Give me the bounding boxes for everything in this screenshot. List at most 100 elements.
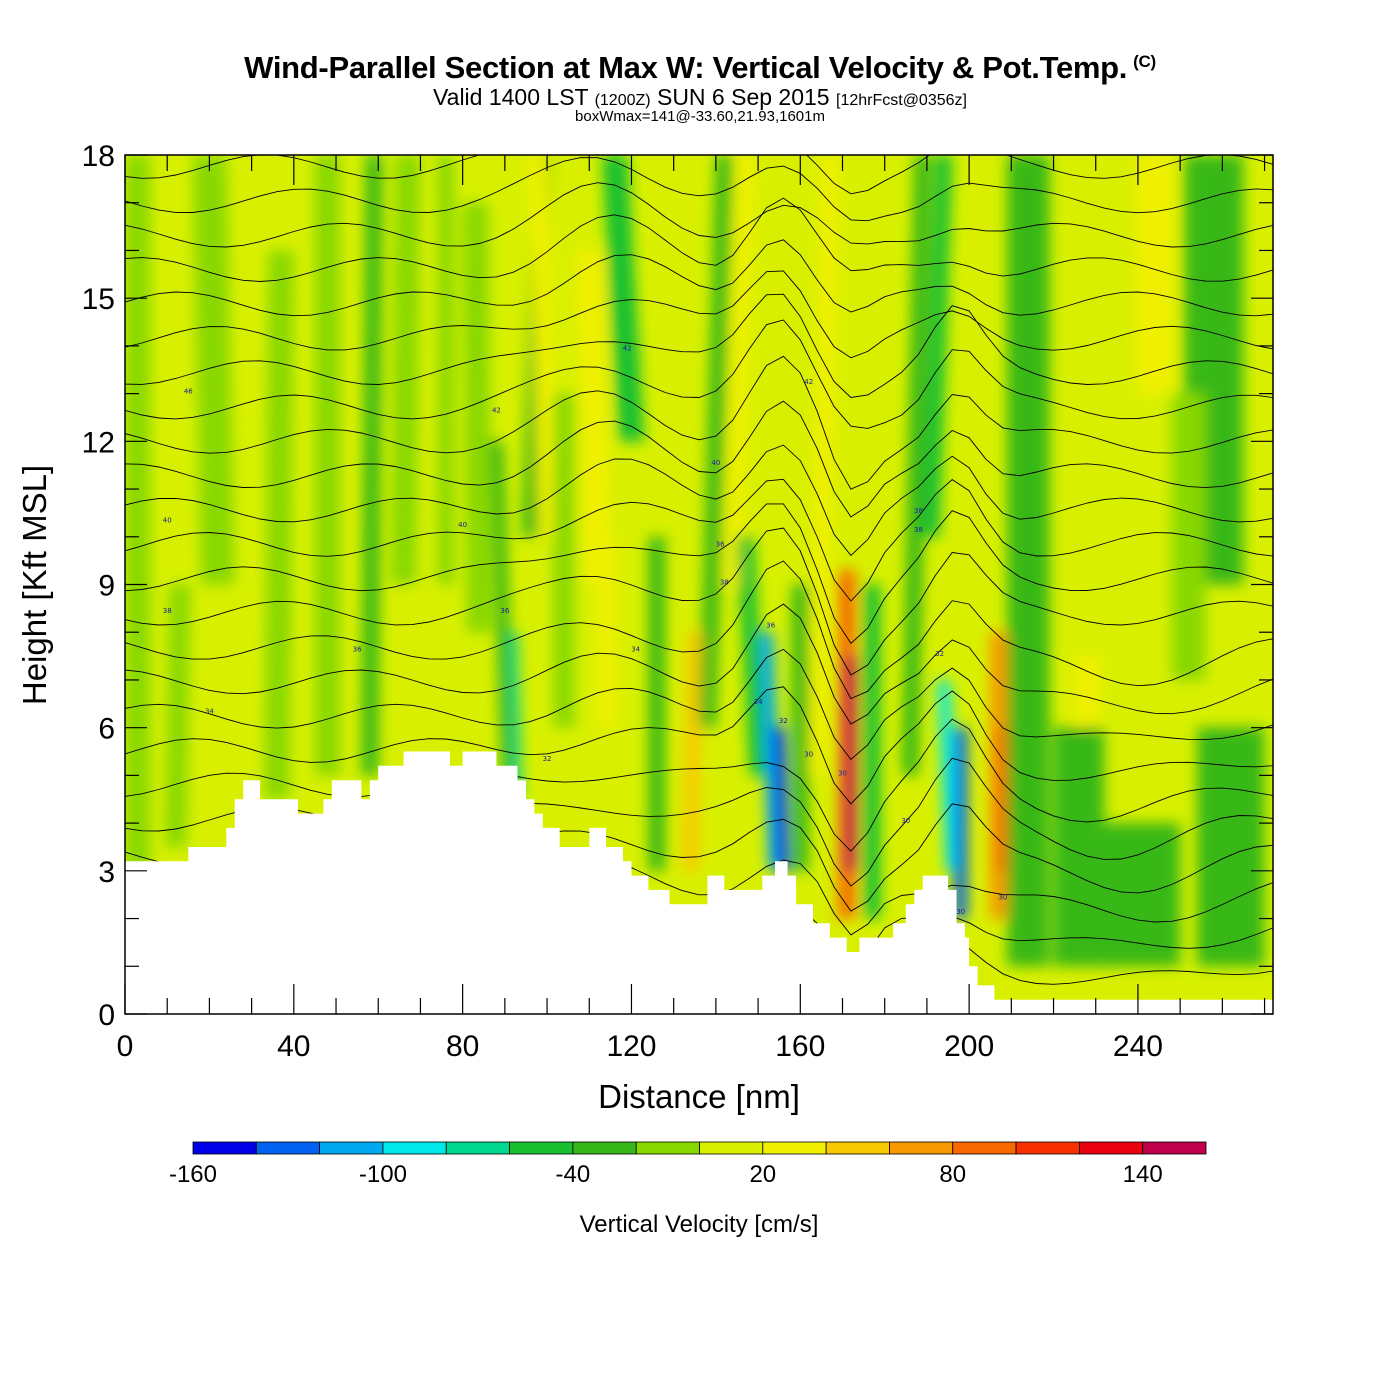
contour-label: 38: [720, 579, 729, 587]
velocity-cell: [863, 584, 881, 919]
colorbar-tick-label: 140: [1123, 1161, 1163, 1188]
subtitle-valid: Valid 1400 LST: [433, 84, 589, 110]
velocity-cell: [760, 632, 782, 871]
pot-temp-contour: [125, 527, 1273, 676]
contour-label: 32: [543, 755, 552, 763]
y-tick-label: 15: [82, 283, 115, 316]
contour-label: 34: [205, 707, 214, 715]
colorbar: -160 -100 -40 20 80 140: [169, 1141, 1207, 1188]
pot-temp-contour: [125, 270, 1273, 359]
contour-label: 30: [838, 769, 847, 777]
y-axis-label: Height [Kft MSL]: [16, 465, 53, 705]
pot-temp-contour: [125, 239, 1273, 317]
velocity-cell: [437, 155, 455, 585]
terrain-mask: [125, 751, 1273, 1014]
pot-temp-contour: [125, 155, 1273, 195]
colorbar-swatch: [762, 1141, 827, 1155]
velocity-cell: [736, 536, 767, 776]
colorbar-swatch: [382, 1141, 447, 1155]
contour-label: 46: [184, 388, 193, 396]
contour-label: 30: [804, 750, 813, 758]
velocity-cell: [1095, 823, 1181, 967]
velocity-cell: [922, 155, 953, 537]
contour-label: 34: [631, 645, 640, 653]
velocity-cell: [390, 155, 421, 585]
velocity-cell: [724, 155, 754, 585]
x-tick-label: 120: [606, 1030, 656, 1063]
velocity-cell: [1007, 155, 1050, 967]
contour-label: 36: [766, 621, 775, 629]
velocity-cell: [1137, 155, 1172, 394]
pot-temp-contour: [125, 603, 1273, 725]
contour-label: 38: [163, 607, 172, 615]
x-tick-label: 40: [277, 1030, 310, 1063]
contour-label: 40: [711, 459, 720, 467]
contour-label: 42: [804, 378, 813, 386]
velocity-cell: [264, 250, 294, 800]
colorbar-tick-label: 80: [939, 1161, 966, 1188]
colorbar-swatch: [1142, 1141, 1207, 1155]
contour-label: 42: [623, 345, 632, 353]
y-tick-label: 12: [82, 426, 115, 459]
velocity-cell: [192, 155, 235, 585]
contour-label: 30: [956, 908, 965, 916]
chart-title: Wind-Parallel Section at Max W: Vertical…: [244, 50, 1156, 85]
velocity-cell: [597, 536, 615, 728]
pot-temp-contour: [125, 686, 1273, 805]
colorbar-swatch: [952, 1141, 1017, 1155]
pot-temp-contour: [125, 478, 1273, 602]
velocity-cell: [489, 441, 516, 800]
x-axis-label: Distance [nm]: [598, 1078, 800, 1115]
subtitle-date: SUN 6 Sep 2015: [656, 84, 830, 110]
contour-label: 42: [492, 407, 501, 415]
colorbar-swatch: [635, 1141, 700, 1155]
pot-temp-contour: [125, 718, 1273, 852]
x-tick-label: 80: [446, 1030, 479, 1063]
colorbar-swatch: [1078, 1141, 1144, 1155]
velocity-cell: [553, 393, 575, 728]
contour-label: 40: [163, 516, 172, 524]
contour-label: 36: [716, 540, 725, 548]
velocity-cell: [462, 202, 493, 633]
pot-temp-contour: [125, 182, 1273, 248]
velocity-cell: [954, 727, 968, 919]
velocity-cell: [1197, 727, 1265, 967]
pot-temp-contour: [125, 319, 1273, 429]
pot-temp-contour: [125, 400, 1273, 518]
velocity-cell: [314, 155, 341, 776]
x-tick-label: 160: [775, 1030, 825, 1063]
velocity-cell: [125, 155, 151, 871]
subtitle-zulu: (1200Z): [594, 92, 651, 109]
colorbar-tick-label: -160: [169, 1161, 217, 1188]
velocity-cell: [509, 632, 522, 800]
contour-label: 40: [458, 521, 467, 529]
colorbar-label: Vertical Velocity [cm/s]: [580, 1211, 819, 1238]
colorbar-swatch: [825, 1141, 890, 1155]
y-tick-label: 6: [98, 713, 115, 746]
velocity-cell: [773, 727, 789, 871]
velocity-cell: [601, 155, 645, 442]
contour-label: 30: [998, 893, 1007, 901]
colorbar-swatch: [889, 1141, 954, 1155]
subtitle-forecast: [12hrFcst@0356z]: [836, 92, 967, 109]
velocity-cell: [844, 656, 858, 871]
colorbar-tick-label: -40: [556, 1161, 591, 1188]
chart-subtitle: Valid 1400 LST (1200Z) SUN 6 Sep 2015 [1…: [0, 84, 1400, 111]
colorbar-swatch: [255, 1141, 321, 1155]
pot-temp-contour: [125, 197, 1273, 282]
colorbar-swatch: [1015, 1141, 1080, 1155]
colorbar-tick-label: 20: [749, 1161, 776, 1188]
velocity-cell: [996, 727, 1010, 871]
colorbar-swatch: [509, 1141, 574, 1155]
copyright-mark: (C): [1133, 51, 1156, 71]
contour-label: 32: [935, 650, 944, 658]
colorbar-tick-label: -100: [359, 1161, 407, 1188]
colorbar-swatch: [572, 1141, 637, 1155]
colorbar-swatch: [192, 1141, 257, 1155]
pot-temp-contour: [125, 293, 1273, 398]
velocity-cell: [1171, 393, 1206, 680]
velocity-cell: [648, 536, 666, 871]
contour-label: 36: [353, 645, 362, 653]
